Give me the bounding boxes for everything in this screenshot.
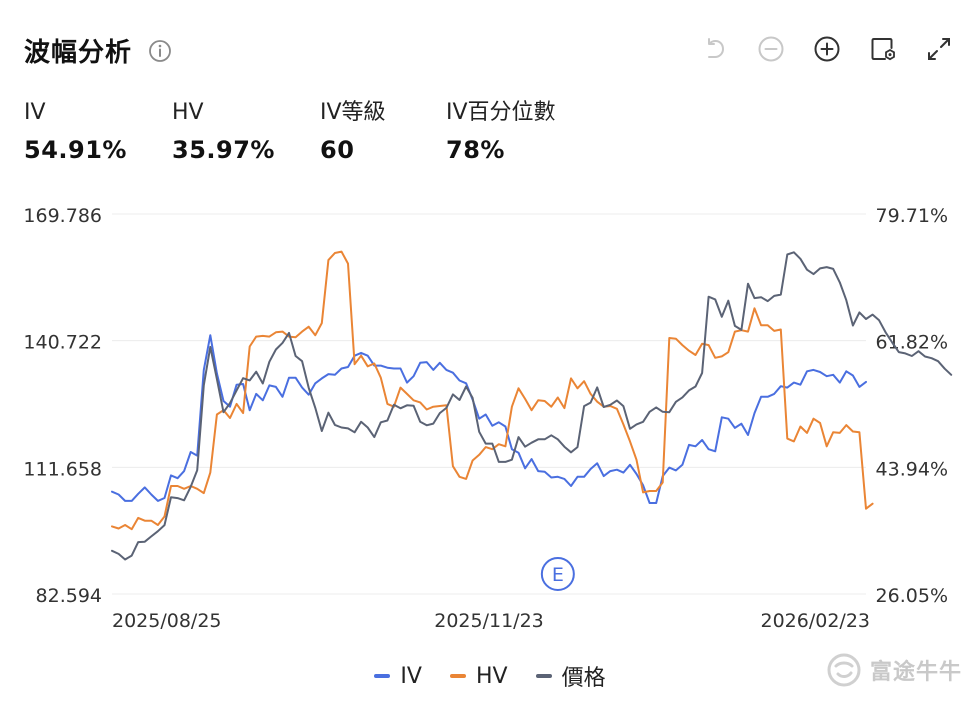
undo-icon[interactable]: [700, 34, 730, 64]
y-left-tick-label: 140.722: [23, 332, 102, 354]
metric-iv-rank-label: IV等級: [320, 100, 386, 125]
metric-hv-label: HV: [172, 100, 204, 125]
metric-iv-rank-value: 60: [320, 136, 355, 164]
y-right-tick-label: 61.82%: [876, 332, 948, 354]
x-tick-label: 2025/11/23: [434, 610, 544, 632]
series-line-hv: [111, 250, 874, 531]
x-tick-label: 2026/02/23: [760, 610, 870, 632]
watermark-text: 富途牛牛: [869, 660, 962, 685]
metric-iv-rank: IV等級 60: [320, 98, 446, 164]
metric-iv-percentile-label: IV百分位數: [446, 100, 556, 125]
chart-legend: IV HV 價格: [0, 660, 980, 692]
series-line-price: [111, 251, 953, 561]
zoom-out-icon[interactable]: [756, 34, 786, 64]
legend-label-hv: HV: [475, 663, 508, 689]
metric-iv-percentile-value: 78%: [446, 136, 505, 164]
page-title: 波幅分析: [24, 38, 133, 68]
metric-hv-value: 35.97%: [172, 136, 275, 164]
legend-item-hv[interactable]: HV: [449, 660, 508, 692]
y-right-tick-label: 43.94%: [876, 458, 948, 480]
info-icon[interactable]: [148, 39, 172, 63]
legend-label-iv: IV: [400, 663, 422, 689]
metric-hv: HV 35.97%: [172, 98, 320, 164]
metric-iv: IV 54.91%: [24, 98, 172, 164]
y-left-tick-label: 169.786: [23, 205, 102, 227]
expand-icon[interactable]: [924, 34, 954, 64]
legend-swatch-iv: [374, 674, 391, 678]
earnings-marker[interactable]: [540, 557, 575, 591]
series-line-iv: [111, 334, 867, 504]
y-left-tick-label: 82.594: [36, 585, 102, 607]
x-tick-label: 2025/08/25: [112, 610, 222, 632]
legend-swatch-price: [535, 674, 552, 678]
legend-swatch-hv: [449, 674, 466, 678]
watermark-logo-icon: [827, 653, 861, 687]
watermark: 富途牛牛: [826, 652, 962, 688]
chart-settings-icon[interactable]: [868, 34, 898, 64]
legend-label-price: 價格: [561, 666, 606, 691]
metric-iv-percentile: IV百分位數 78%: [446, 98, 606, 164]
metric-iv-label: IV: [24, 100, 46, 125]
zoom-in-icon[interactable]: [812, 34, 842, 64]
legend-item-iv[interactable]: IV: [374, 660, 422, 692]
y-right-tick-label: 79.71%: [876, 205, 948, 227]
header: 波幅分析: [24, 32, 172, 69]
y-right-tick-label: 26.05%: [876, 585, 948, 607]
legend-item-price[interactable]: 價格: [535, 660, 606, 692]
metric-iv-value: 54.91%: [24, 136, 127, 164]
y-left-tick-label: 111.658: [23, 458, 102, 480]
chart-toolbar: [700, 34, 954, 64]
earnings-marker-label: E: [552, 564, 564, 586]
metrics-row: IV 54.91% HV 35.97% IV等級 60 IV百分位數 78%: [24, 98, 606, 164]
